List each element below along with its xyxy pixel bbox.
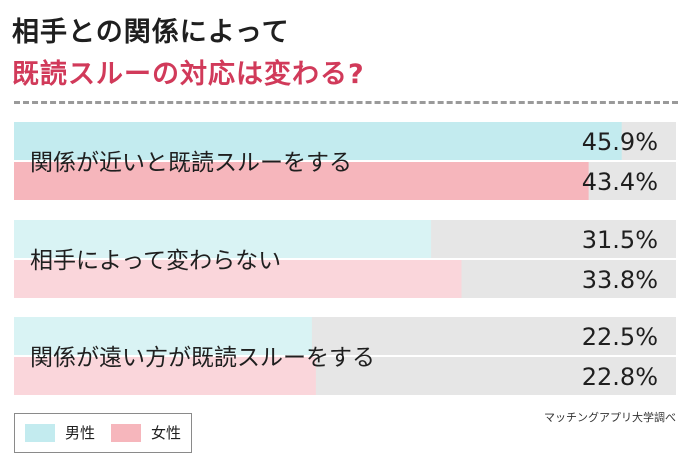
bar-male [14,122,622,160]
value-label: 22.5% [582,323,658,351]
bar-male [14,220,432,258]
bar-female [14,260,462,298]
category-label: 関係が遠い方が既読スルーをする [30,345,375,371]
value-label: 31.5% [582,226,658,254]
bar-female [14,162,589,200]
legend-label-female: 女性 [151,424,182,442]
legend-swatch-male [25,424,55,442]
value-label: 22.8% [582,363,658,391]
chart-title-line-1: 相手との関係によって [12,17,290,48]
bar-male [14,317,312,355]
legend-swatch-female [111,424,141,442]
category-label: 関係が近いと既読スルーをする [30,150,352,176]
value-label: 43.4% [582,168,658,196]
source-note: マッチングアプリ大学調べ [544,411,676,424]
value-label: 33.8% [582,266,658,294]
chart-title-line-2: 既読スルーの対応は変わる? [12,59,365,90]
legend: 男性 女性 [14,413,192,453]
title-divider [14,101,678,104]
value-label: 45.9% [582,128,658,156]
bar-female [14,357,316,395]
legend-label-male: 男性 [65,424,96,442]
category-label: 相手によって変わらない [30,248,281,274]
